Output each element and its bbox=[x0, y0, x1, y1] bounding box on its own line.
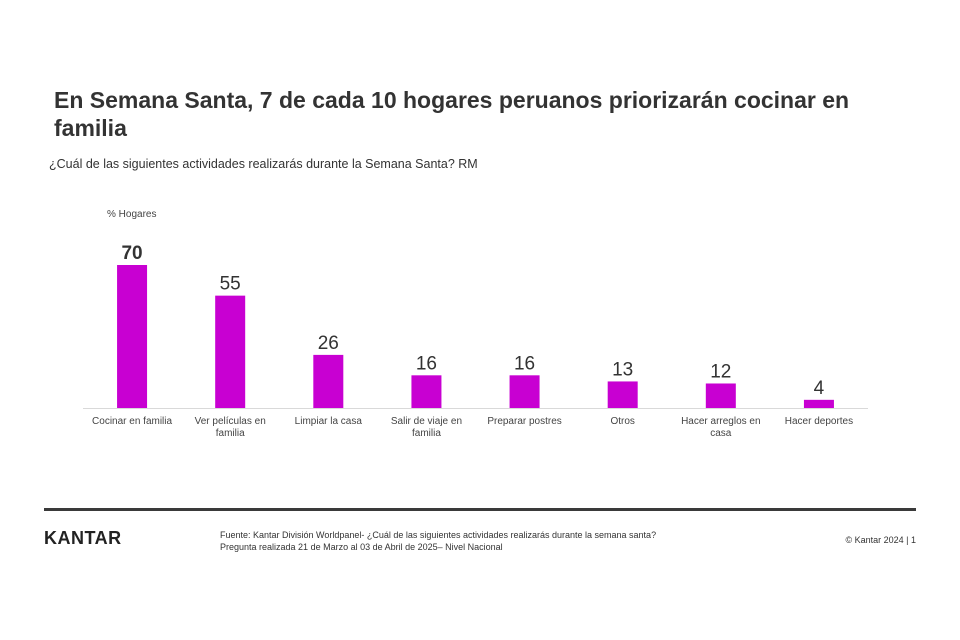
category-label-2: Ver películas en familia bbox=[195, 416, 266, 439]
category-label-5: Preparar postres bbox=[487, 416, 561, 427]
category-label-4: Salir de viaje en familia bbox=[391, 416, 462, 439]
bar-value-label-1: 70 bbox=[121, 243, 142, 264]
footer-divider bbox=[44, 508, 916, 511]
bar-chart: 70 55 26 16 16 13 12 4 Cocinar en familia Ver pe… bbox=[83, 243, 868, 439]
bar-4 bbox=[411, 375, 442, 408]
kantar-logo: KANTAR bbox=[44, 528, 122, 548]
bar-5 bbox=[509, 375, 540, 408]
bar-7 bbox=[705, 383, 736, 408]
category-label-3: Limpiar la casa bbox=[295, 416, 363, 427]
bar-value-label-2: 55 bbox=[220, 274, 241, 295]
bar-1 bbox=[117, 265, 148, 408]
category-label-7: Hacer arreglos en casa bbox=[681, 416, 760, 439]
bars-group bbox=[117, 265, 834, 408]
chart-title: En Semana Santa, 7 de cada 10 hogares pe… bbox=[54, 87, 850, 141]
source-line-1: Fuente: Kantar División Worldpanel- ¿Cuá… bbox=[220, 530, 657, 540]
bar-3 bbox=[313, 354, 344, 408]
bar-value-label-6: 13 bbox=[612, 359, 633, 380]
bar-6 bbox=[607, 381, 638, 408]
chart-subtitle: ¿Cuál de las siguientes actividades real… bbox=[49, 157, 478, 171]
bar-2 bbox=[215, 295, 246, 408]
source-note: Fuente: Kantar División Worldpanel- ¿Cuá… bbox=[220, 529, 656, 553]
bar-value-label-8: 4 bbox=[814, 378, 825, 399]
copyright-note: © Kantar 2024 | 1 bbox=[845, 535, 916, 545]
bar-value-label-7: 12 bbox=[710, 361, 731, 382]
category-labels-group: Cocinar en familia Ver películas en famili… bbox=[92, 416, 853, 439]
bar-8 bbox=[803, 399, 834, 408]
bar-value-label-3: 26 bbox=[318, 333, 339, 354]
bar-value-label-4: 16 bbox=[416, 353, 437, 374]
category-label-1: Cocinar en familia bbox=[92, 416, 172, 427]
category-label-8: Hacer deportes bbox=[785, 416, 853, 427]
bar-value-label-5: 16 bbox=[514, 353, 535, 374]
source-line-2: Pregunta realizada 21 de Marzo al 03 de … bbox=[220, 542, 503, 552]
y-axis-unit-label: % Hogares bbox=[107, 209, 157, 220]
value-labels-group: 70 55 26 16 16 13 12 4 bbox=[121, 243, 824, 399]
category-label-6: Otros bbox=[610, 416, 634, 427]
